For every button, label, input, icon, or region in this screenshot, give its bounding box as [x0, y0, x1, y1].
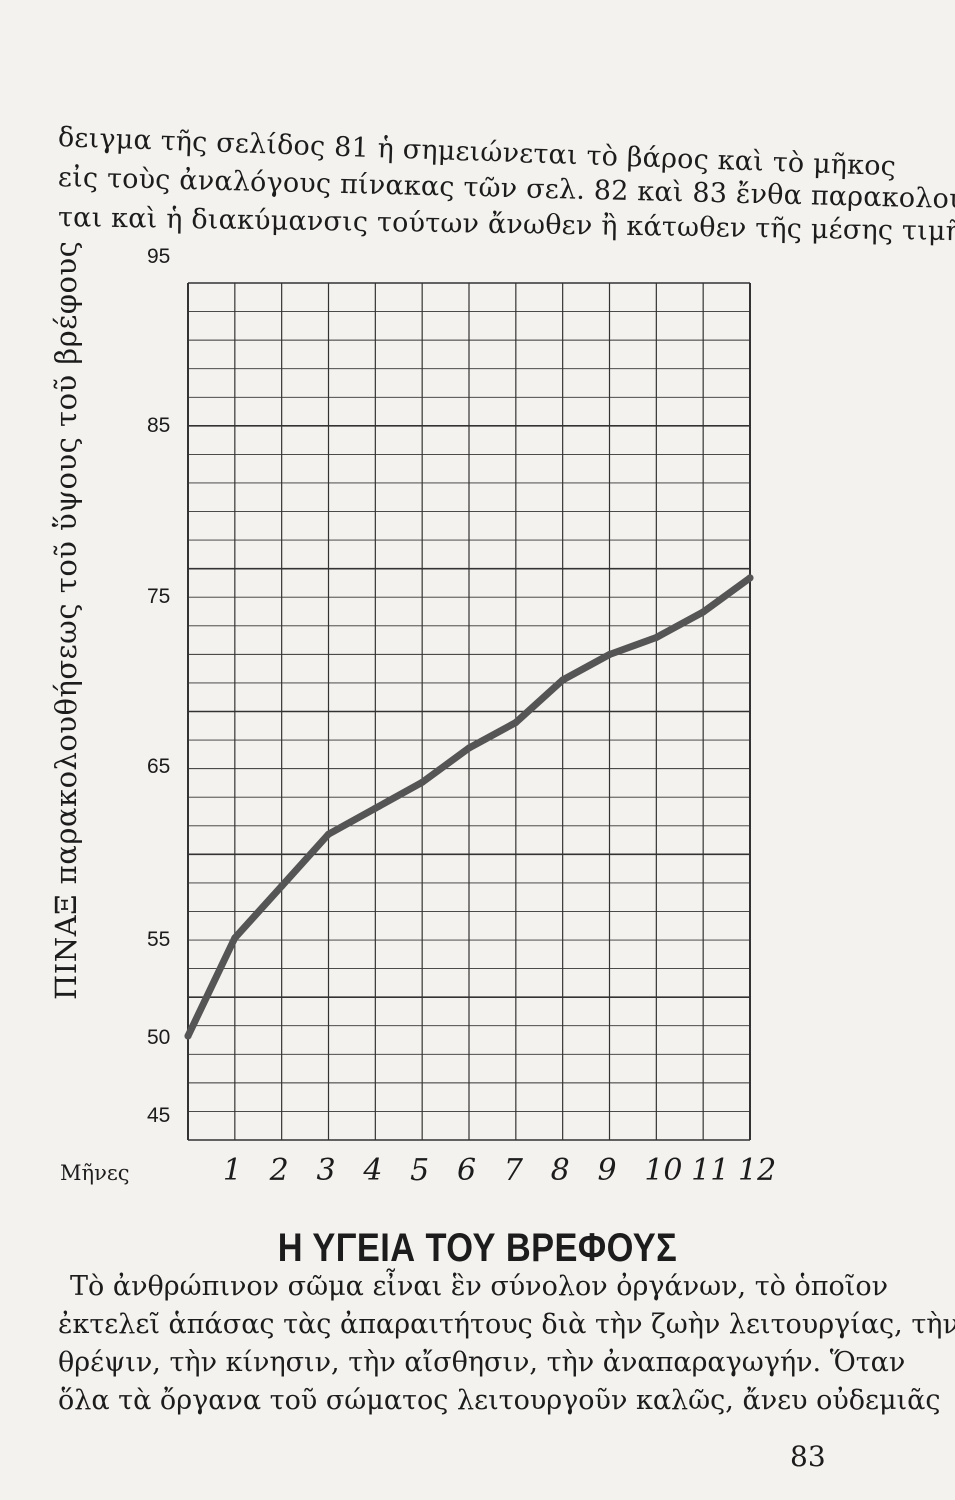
body-line: θρέψιν, τὴν κίνησιν, τὴν αἴσθησιν, τὴν ἀ…: [58, 1347, 906, 1378]
x-tick-labels: 1 2 3 4 5 6 7 8 9 10 11 12: [223, 1153, 776, 1188]
series-point: [606, 651, 613, 658]
series-point: [231, 934, 239, 942]
series-point: [512, 719, 520, 726]
x-tick-label: 6: [457, 1153, 476, 1188]
body-line: ἐκτελεῖ ἁπάσας τὰς ἀπαραιτήτους διὰ τὴν …: [58, 1309, 955, 1340]
x-tick-label: 8: [551, 1153, 570, 1188]
x-tick-label: 2: [269, 1153, 289, 1188]
series-point: [465, 744, 473, 752]
x-tick-label: 9: [598, 1153, 617, 1188]
series-point: [325, 830, 332, 838]
y-tick-label: 65: [147, 755, 170, 778]
y-tick-labels: 95 85 75 65 55 50 45: [147, 245, 170, 1127]
x-tick-label: 3: [317, 1153, 336, 1188]
x-tick-label: 11: [691, 1153, 729, 1188]
body-paragraph: Τὸ ἀνθρώπινον σῶμα εἶναι ἓν σύνολον ὀργά…: [58, 1268, 955, 1420]
series-point: [184, 1032, 192, 1040]
y-tick-label: 50: [147, 1026, 170, 1049]
series-point: [418, 778, 426, 786]
x-tick-label: 12: [738, 1153, 776, 1188]
x-tick-label: 4: [362, 1153, 382, 1188]
body-line: Τὸ ἀνθρώπινον σῶμα εἶναι ἓν σύνολον ὀργά…: [70, 1271, 888, 1302]
series-points: [184, 574, 754, 1040]
series-point: [371, 804, 379, 812]
y-tick-label: 75: [147, 585, 170, 608]
body-line: ὅλα τὰ ὄργανα τοῦ σώματος λειτουργοῦν κα…: [58, 1385, 941, 1416]
series-point: [559, 676, 567, 684]
x-tick-label: 5: [410, 1153, 429, 1188]
x-tick-label: 1: [223, 1153, 242, 1188]
chart-x-axis-title: Μῆνες: [60, 1161, 130, 1185]
section-heading: Η ΥΓΕΙΑ ΤΟΥ ΒΡΕΦΟΥΣ: [277, 1226, 678, 1270]
chart-y-axis-title: ΠΙΝΑΞ παρακολουθήσεως τοῦ ὕψους τοῦ βρέφ…: [49, 241, 83, 1000]
x-tick-label: 10: [644, 1153, 682, 1188]
y-tick-label: 85: [147, 414, 170, 437]
series-point: [746, 574, 754, 582]
series-point: [652, 634, 660, 641]
series-point: [278, 882, 286, 890]
y-tick-label: 45: [147, 1104, 170, 1127]
page-number: 83: [790, 1440, 826, 1473]
y-tick-label: 55: [147, 928, 170, 951]
chart-grid: [187, 282, 751, 1141]
x-tick-label: 7: [504, 1153, 524, 1188]
y-tick-label: 95: [147, 245, 170, 268]
series-point: [699, 608, 707, 616]
